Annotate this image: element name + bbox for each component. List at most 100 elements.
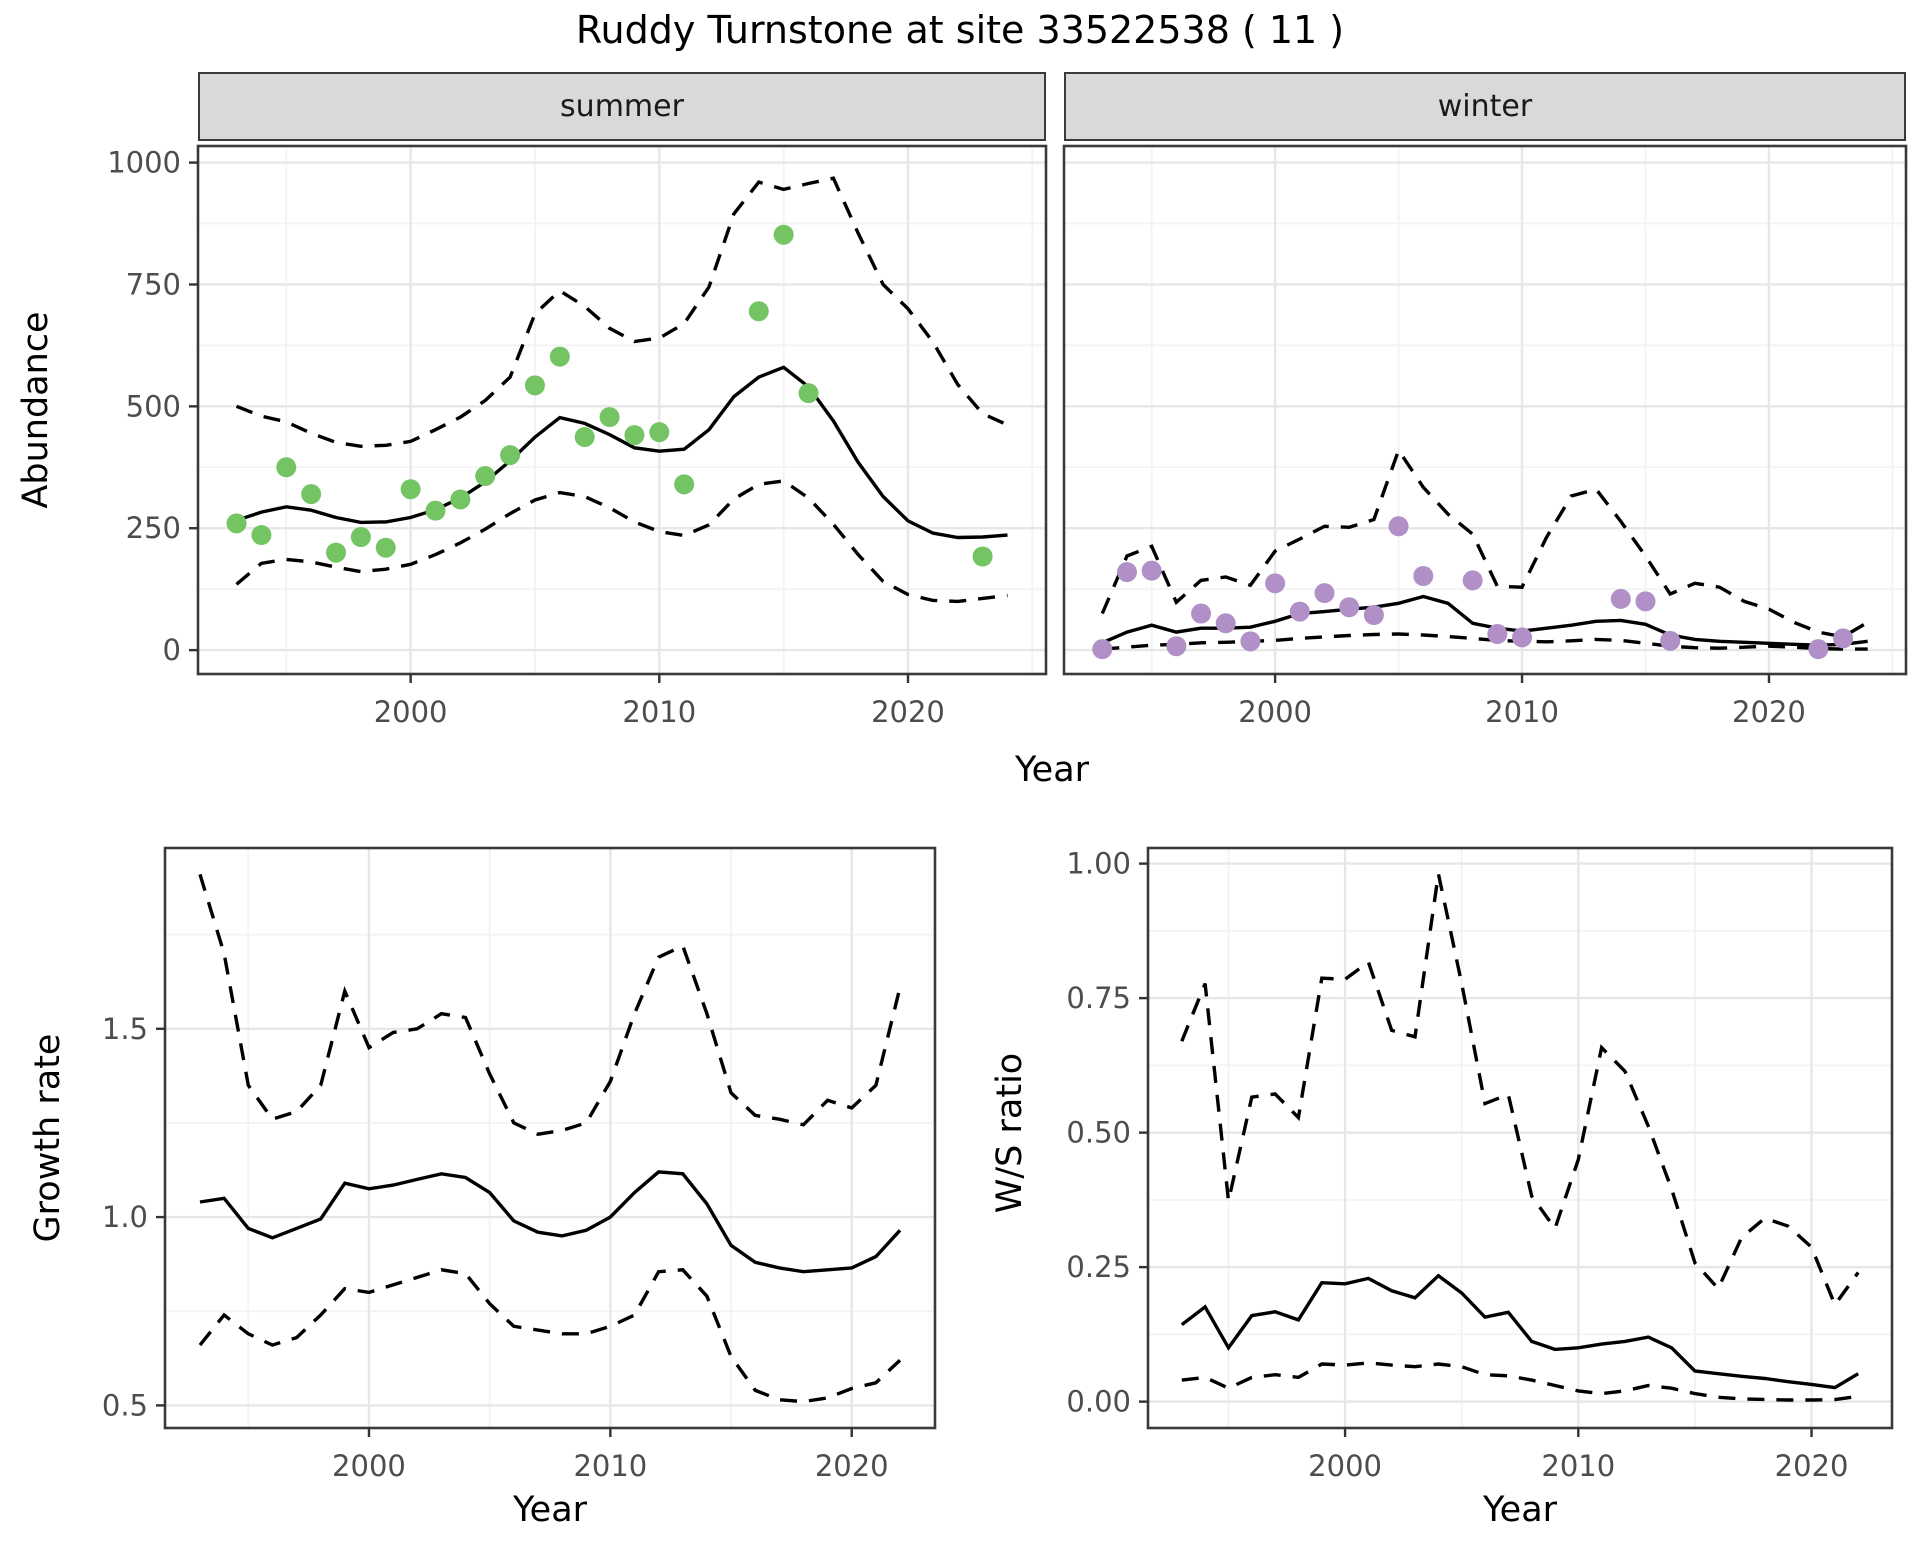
abundance-summer-upper_ci-line xyxy=(235,176,1009,449)
growth-rate-upper_ci-line xyxy=(198,873,902,1136)
data-point xyxy=(1388,516,1409,537)
gridlines-major xyxy=(1064,146,1906,674)
data-point xyxy=(1833,628,1854,649)
ws-ratio-content: 2000 2010 2020 0.00 0.25 0.50 0.75 1.00 xyxy=(1066,847,1894,1483)
observation-points xyxy=(1092,516,1854,660)
growth-rate-lower_ci-line xyxy=(198,1268,902,1404)
y-tick-label: 1.5 xyxy=(102,1012,148,1046)
year-axis-title-growth: Year xyxy=(512,1490,588,1530)
data-point xyxy=(1339,597,1360,618)
axis-ticks: 2000 2010 2020 0 250 500 750 1000 xyxy=(107,146,945,729)
year-axis-title-ws: Year xyxy=(1482,1490,1558,1530)
data-point xyxy=(1660,630,1681,651)
abundance-winter-lower_ci-line xyxy=(1102,632,1868,651)
data-point xyxy=(1265,573,1286,594)
ws-ratio-mean-line xyxy=(1180,1273,1860,1390)
y-tick-label: 0.00 xyxy=(1066,1385,1131,1419)
axis-ticks: 2000 2010 2020 0.5 1.0 1.5 xyxy=(102,1012,889,1483)
abundance-summer-content: 2000 2010 2020 0 250 500 750 1000 xyxy=(107,144,1048,729)
data-point xyxy=(1487,624,1508,645)
abundance-winter-content: 2000 2010 2020 xyxy=(1062,144,1908,729)
data-point xyxy=(649,422,670,443)
growth-rate-content: 2000 2010 2020 0.5 1.0 1.5 xyxy=(102,846,937,1483)
data-point xyxy=(1610,588,1631,609)
axis-ticks: 2000 2010 2020 0.00 0.25 0.50 0.75 1.00 xyxy=(1066,847,1848,1483)
data-point xyxy=(450,489,471,510)
facet-strip-summer: summer xyxy=(198,72,1046,141)
data-point xyxy=(1240,631,1261,652)
data-point xyxy=(326,542,347,563)
ws-axis-title: W/S ratio xyxy=(990,1052,1030,1214)
ws-ratio-upper_ci-line xyxy=(1180,873,1860,1309)
gridlines-major xyxy=(1148,848,1892,1428)
y-tick-label: 0.5 xyxy=(102,1388,148,1422)
y-tick-label: 0.50 xyxy=(1066,1116,1131,1150)
growth-rate-mean-line xyxy=(199,1170,902,1274)
data-point xyxy=(1413,566,1434,587)
gridlines-minor xyxy=(1148,848,1892,1428)
abundance-axis-title: Abundance xyxy=(16,311,56,509)
x-tick-label: 2020 xyxy=(1732,695,1806,729)
y-tick-label: 250 xyxy=(126,511,181,545)
x-tick-label: 2020 xyxy=(871,695,945,729)
data-point xyxy=(549,346,570,367)
data-point xyxy=(574,427,595,448)
panel-border xyxy=(163,846,937,1430)
data-point xyxy=(1215,613,1236,634)
abundance-summer-lower_ci-line xyxy=(235,479,1008,604)
x-tick-label: 2000 xyxy=(374,695,448,729)
facet-strip-summer-label: summer xyxy=(560,89,684,124)
data-point xyxy=(1191,603,1212,624)
page-title: Ruddy Turnstone at site 33522538 ( 11 ) xyxy=(575,8,1345,52)
data-point xyxy=(350,527,371,548)
x-tick-label: 2010 xyxy=(1541,1449,1615,1483)
data-point xyxy=(524,375,545,396)
data-point xyxy=(674,474,695,495)
facet-strip-winter: winter xyxy=(1064,72,1906,141)
data-point xyxy=(773,224,794,245)
y-tick-label: 1.00 xyxy=(1066,847,1131,881)
data-point xyxy=(375,537,396,558)
gridlines-minor xyxy=(198,146,1046,674)
data-point xyxy=(599,407,620,428)
data-point xyxy=(1314,583,1335,604)
x-tick-label: 2000 xyxy=(1308,1449,1382,1483)
data-point xyxy=(1808,639,1829,660)
data-point xyxy=(1141,560,1162,581)
ws-ratio-lower_ci-line xyxy=(1181,1361,1859,1402)
data-point xyxy=(276,457,297,478)
data-point xyxy=(1092,639,1113,660)
data-point xyxy=(226,513,247,534)
data-point xyxy=(798,383,819,404)
gridlines-major xyxy=(165,848,935,1428)
x-tick-label: 2010 xyxy=(573,1449,647,1483)
data-point xyxy=(1289,601,1310,622)
data-point xyxy=(500,445,521,466)
series-lines xyxy=(235,176,1009,604)
data-point xyxy=(425,500,446,521)
facet-strip-winter-label: winter xyxy=(1437,89,1533,124)
data-point xyxy=(748,301,769,322)
y-tick-label: 1.0 xyxy=(102,1200,148,1234)
data-point xyxy=(624,425,645,446)
axis-ticks: 2000 2010 2020 xyxy=(1238,674,1806,729)
y-tick-label: 0.75 xyxy=(1066,981,1131,1015)
panel-border xyxy=(1062,144,1908,676)
data-point xyxy=(1512,627,1533,648)
data-point xyxy=(400,479,421,500)
y-tick-label: 500 xyxy=(126,389,181,423)
abundance-winter-panel: 2000 2010 2020 xyxy=(1062,144,1908,729)
data-point xyxy=(1635,591,1656,612)
panel-border xyxy=(196,144,1048,676)
observation-points xyxy=(226,224,993,567)
year-axis-title-top: Year xyxy=(1014,750,1090,790)
data-point xyxy=(475,466,496,487)
ws-ratio-panel: 2000 2010 2020 0.00 0.25 0.50 0.75 1.00 xyxy=(1066,847,1894,1483)
y-tick-label: 0 xyxy=(163,633,181,667)
gridlines-minor xyxy=(1064,146,1906,674)
y-tick-label: 0.25 xyxy=(1066,1250,1131,1284)
data-point xyxy=(1116,562,1137,583)
abundance-winter-upper_ci-line xyxy=(1100,446,1869,639)
data-point xyxy=(1363,605,1384,626)
